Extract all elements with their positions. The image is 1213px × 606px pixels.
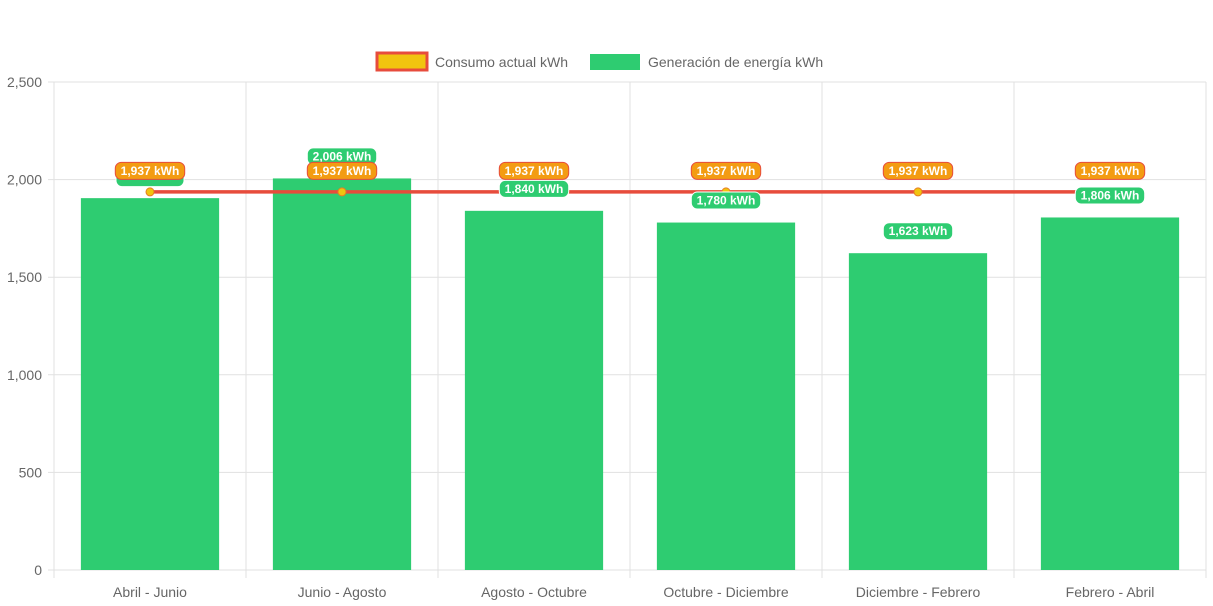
data-labels: 2,006 kWh 1,840 kWh 1,780 kWh 1,623 kWh 1,80… xyxy=(114,147,1146,241)
x-tick-label: Diciembre - Febrero xyxy=(856,584,981,600)
bar-data-label-bg xyxy=(498,179,570,198)
bar-data-label: 1,840 kWh xyxy=(498,179,570,198)
line-data-label: 1,937 kWh xyxy=(498,161,570,180)
bar-data-label-text: 2,006 kWh xyxy=(313,149,372,163)
bar-data-label: 1,806 kWh xyxy=(1074,186,1146,205)
x-tick-label: Febrero - Abril xyxy=(1066,584,1155,600)
line-data-label-bg xyxy=(882,161,954,180)
line-data-label-bg xyxy=(114,161,186,180)
line-data-label-bg xyxy=(1074,161,1146,180)
line-data-label-text: 1,937 kWh xyxy=(313,164,372,178)
bar[interactable] xyxy=(1040,217,1180,570)
legend-label-generacion: Generación de energía kWh xyxy=(648,54,823,70)
legend-swatch-generacion xyxy=(590,54,640,70)
line-data-label-text: 1,937 kWh xyxy=(697,164,756,178)
y-tick-label: 500 xyxy=(19,464,43,480)
line-data-label-text: 1,937 kWh xyxy=(121,164,180,178)
line-data-label-text: 1,937 kWh xyxy=(505,164,564,178)
line-data-label-bg xyxy=(498,161,570,180)
line-data-label: 1,937 kWh xyxy=(114,161,186,180)
legend-item-consumo[interactable]: Consumo actual kWh xyxy=(375,51,568,72)
legend: Consumo actual kWh Generación de energía… xyxy=(375,51,823,72)
y-tick-label: 2,500 xyxy=(7,74,42,90)
line-data-label-text: 1,937 kWh xyxy=(889,164,948,178)
line-point[interactable] xyxy=(913,187,923,197)
bar-data-label-bg xyxy=(882,222,954,241)
bar-data-label-text: 1,806 kWh xyxy=(1081,188,1140,202)
bar[interactable] xyxy=(80,198,220,571)
bar-data-label: 1,780 kWh xyxy=(690,191,762,210)
bar-data-label-text: 1,840 kWh xyxy=(505,182,564,196)
x-tick-label: Abril - Junio xyxy=(113,584,187,600)
bar-series xyxy=(80,178,1180,571)
y-tick-label: 1,000 xyxy=(7,367,42,383)
axes: 0 500 1,000 1,500 2,000 2,500 Abril - Junio Jun… xyxy=(7,74,1154,600)
line-data-label: 1,937 kWh xyxy=(882,161,954,180)
legend-label-consumo: Consumo actual kWh xyxy=(435,54,568,70)
bar-data-label-text: 1,780 kWh xyxy=(697,194,756,208)
line-data-label-bg xyxy=(690,161,762,180)
bar[interactable] xyxy=(848,253,988,570)
y-tick-label: 1,500 xyxy=(7,269,42,285)
bar[interactable] xyxy=(272,178,412,570)
line-data-label: 1,937 kWh xyxy=(306,161,378,180)
legend-item-generacion[interactable]: Generación de energía kWh xyxy=(590,54,823,70)
y-tick-label: 2,000 xyxy=(7,172,42,188)
grid-lines xyxy=(48,81,1207,578)
line-point[interactable] xyxy=(337,187,347,197)
line-point[interactable] xyxy=(145,187,155,197)
bar-data-label-text: 1,623 kWh xyxy=(889,224,948,238)
bar[interactable] xyxy=(464,210,604,570)
line-data-label-bg xyxy=(306,161,378,180)
line-data-label: 1,937 kWh xyxy=(690,161,762,180)
bar[interactable] xyxy=(656,222,796,570)
legend-swatch-consumo xyxy=(375,51,429,72)
bar-data-label: 1,623 kWh xyxy=(882,222,954,241)
x-tick-label: Octubre - Diciembre xyxy=(663,584,788,600)
bar-data-label-bg xyxy=(1074,186,1146,205)
y-tick-label: 0 xyxy=(34,562,42,578)
x-tick-label: Junio - Agosto xyxy=(298,584,387,600)
line-data-label-text: 1,937 kWh xyxy=(1081,164,1140,178)
x-tick-label: Agosto - Octubre xyxy=(481,584,587,600)
bar-data-label-bg xyxy=(690,191,762,210)
line-data-label: 1,937 kWh xyxy=(1074,161,1146,180)
